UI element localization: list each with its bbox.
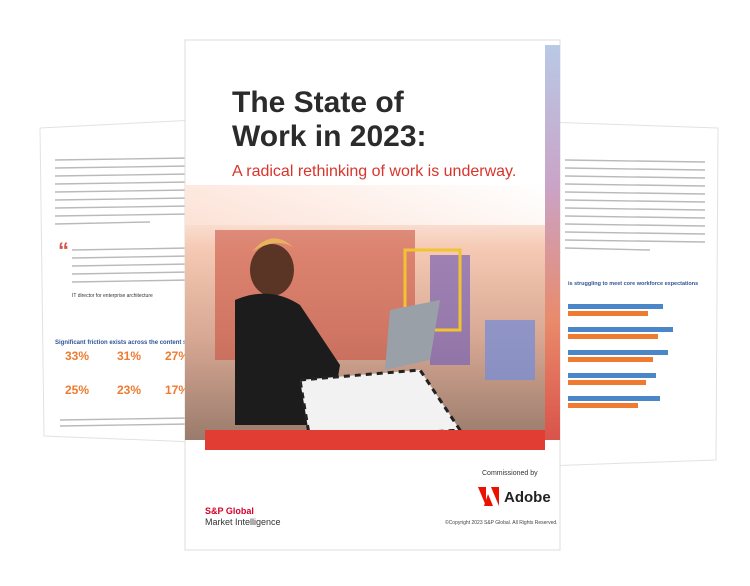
color-stripe bbox=[545, 45, 560, 440]
stat: 25% bbox=[65, 383, 89, 397]
red-bar bbox=[205, 430, 545, 450]
publisher-unit: Market Intelligence bbox=[205, 517, 281, 527]
adobe-logo bbox=[478, 487, 499, 506]
quote-attribution: IT director for enterprise architecture bbox=[72, 293, 153, 299]
sponsor: Adobe bbox=[504, 489, 551, 506]
quote-mark: “ bbox=[58, 238, 69, 263]
page-sheet bbox=[544, 121, 719, 467]
title: Work in 2023: bbox=[232, 120, 427, 153]
body-text-lines bbox=[564, 159, 706, 251]
cover-page: The State of Work in 2023: A radical ret… bbox=[184, 39, 561, 551]
body-text-lines bbox=[54, 157, 191, 427]
copyright: ©Copyright 2023 S&P Global. All Rights R… bbox=[445, 519, 558, 526]
stat: 23% bbox=[117, 383, 141, 397]
stat: 17% bbox=[165, 383, 189, 397]
right-page: is struggling to meet core workforce exp… bbox=[544, 121, 719, 467]
subtitle: A radical rethinking of work is underway… bbox=[232, 163, 516, 180]
person bbox=[250, 244, 294, 296]
commissioned-by: Commissioned by bbox=[482, 470, 538, 477]
stats: 33% 31% 27% 25% 23% 17% bbox=[65, 349, 189, 397]
section-heading: is struggling to meet core workforce exp… bbox=[568, 281, 698, 287]
left-page: “ IT director for enterprise architectur… bbox=[39, 119, 208, 443]
publisher: S&P Global bbox=[205, 506, 254, 516]
stat: 27% bbox=[165, 349, 189, 363]
stat: 31% bbox=[117, 349, 141, 363]
bar-rows bbox=[568, 304, 673, 408]
stat: 33% bbox=[65, 349, 89, 363]
title: The State of bbox=[232, 86, 405, 119]
section-heading: Significant friction exists across the c… bbox=[55, 340, 208, 346]
